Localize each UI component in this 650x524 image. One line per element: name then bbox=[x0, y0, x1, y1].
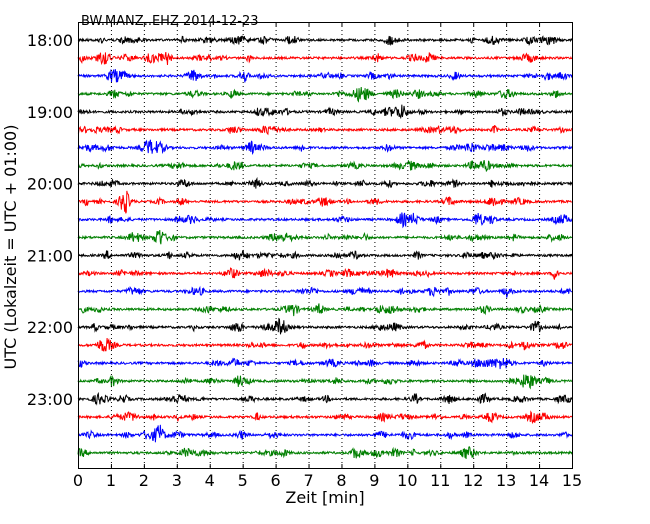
trace-16 bbox=[77, 303, 573, 317]
x-axis-label: Zeit [min] bbox=[285, 488, 364, 507]
trace-6 bbox=[77, 125, 573, 136]
x-tick-label-3: 3 bbox=[172, 471, 182, 490]
x-tick-label-9: 9 bbox=[369, 471, 379, 490]
trace-9 bbox=[77, 176, 573, 189]
y-tick-label-2: 20:00 bbox=[27, 175, 73, 194]
trace-7 bbox=[77, 139, 573, 155]
trace-23 bbox=[77, 424, 573, 443]
x-tick-label-13: 13 bbox=[496, 471, 516, 490]
x-tick-label-10: 10 bbox=[397, 471, 417, 490]
trace-18 bbox=[77, 338, 573, 352]
x-tick-label-15: 15 bbox=[562, 471, 582, 490]
trace-24 bbox=[77, 446, 573, 460]
trace-4 bbox=[77, 86, 573, 103]
y-axis-label: UTC (Lokalzeit = UTC + 01:00) bbox=[1, 125, 20, 370]
trace-11 bbox=[77, 212, 573, 229]
plot-frame bbox=[78, 22, 573, 469]
y-tick-label-0: 18:00 bbox=[27, 31, 73, 50]
chart-title: BW.MANZ..EHZ 2014-12-23 bbox=[81, 14, 259, 29]
trace-15 bbox=[77, 285, 573, 298]
x-tick-label-11: 11 bbox=[430, 471, 450, 490]
trace-22 bbox=[77, 410, 573, 425]
y-tick-label-4: 22:00 bbox=[27, 318, 73, 337]
trace-14 bbox=[77, 267, 573, 280]
trace-17 bbox=[77, 317, 573, 335]
trace-10 bbox=[77, 190, 573, 214]
trace-2 bbox=[77, 51, 573, 66]
x-tick-label-12: 12 bbox=[463, 471, 483, 490]
ticks-layer: 0 1 2 3 4 5 6 7 8 9 10 11 12 13 14 1518:0019:0020:0021:… bbox=[27, 22, 582, 490]
x-tick-label-1: 1 bbox=[106, 471, 116, 490]
trace-20 bbox=[77, 374, 573, 390]
y-tick-label-1: 19:00 bbox=[27, 103, 73, 122]
trace-8 bbox=[77, 159, 573, 172]
trace-3 bbox=[77, 69, 573, 83]
trace-5 bbox=[77, 104, 573, 120]
trace-13 bbox=[77, 249, 573, 261]
y-tick-label-5: 23:00 bbox=[27, 390, 73, 409]
x-tick-label-0: 0 bbox=[73, 471, 83, 490]
x-tick-label-5: 5 bbox=[238, 471, 248, 490]
x-tick-label-2: 2 bbox=[139, 471, 149, 490]
x-tick-label-7: 7 bbox=[303, 471, 313, 490]
trace-12 bbox=[77, 229, 573, 245]
y-tick-label-3: 21:00 bbox=[27, 246, 73, 265]
traces-layer bbox=[77, 35, 573, 460]
trace-19 bbox=[77, 357, 573, 370]
trace-21 bbox=[77, 391, 573, 406]
trace-1 bbox=[77, 35, 573, 47]
x-tick-label-4: 4 bbox=[205, 471, 215, 490]
grid-layer bbox=[110, 22, 541, 468]
x-tick-label-8: 8 bbox=[336, 471, 346, 490]
x-tick-label-6: 6 bbox=[271, 471, 281, 490]
x-tick-label-14: 14 bbox=[529, 471, 549, 490]
